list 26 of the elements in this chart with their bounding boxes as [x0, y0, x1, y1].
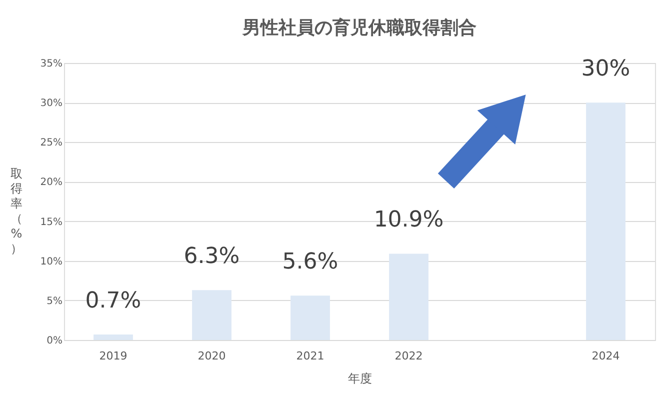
y-tick-label: 20% [40, 177, 62, 188]
y-tick-label: 30% [40, 98, 62, 110]
y-tick-label: 35% [40, 58, 62, 70]
data-label: 5.6% [282, 250, 338, 275]
y-tick-label: 15% [40, 216, 62, 228]
x-tick-label: 2019 [99, 350, 128, 362]
y-tick-label: 0% [46, 336, 62, 346]
bar [290, 296, 330, 340]
x-tick-label: 2022 [394, 350, 423, 362]
chart-title: 男性社員の育児休職取得割合 [242, 16, 476, 39]
bar [389, 254, 428, 340]
x-tick-label: 2024 [592, 350, 620, 362]
data-label: 0.7% [85, 288, 142, 314]
bar [94, 334, 133, 340]
x-tick-label: 2020 [198, 350, 226, 362]
y-axis-title: 取得率（%） [10, 166, 22, 256]
y-tick-label: 10% [40, 256, 62, 268]
y-tick-label: 25% [40, 138, 62, 149]
x-axis-title: 年度 [348, 372, 372, 386]
bar [192, 290, 232, 340]
data-label: 10.9% [374, 208, 444, 233]
y-tick-label: 5% [46, 296, 62, 307]
x-tick-label: 2021 [296, 350, 324, 362]
data-label: 30% [581, 56, 630, 82]
bar [586, 102, 626, 340]
data-label: 6.3% [184, 244, 240, 270]
